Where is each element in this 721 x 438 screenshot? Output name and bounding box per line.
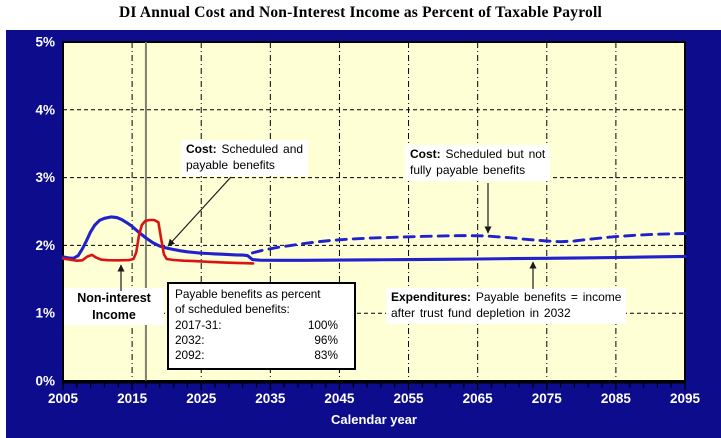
y-tick-label: 1%	[35, 306, 55, 321]
label-cost-payable-bold: Cost:	[186, 142, 217, 156]
series-line-1	[250, 232, 687, 255]
payable-benefits-row: 2017-31: 100%	[175, 318, 338, 333]
x-tick-label: 2005	[48, 391, 79, 406]
payable-row-value: 100%	[307, 317, 338, 332]
label-expenditures: Expenditures: Payable benefits = income …	[386, 288, 627, 324]
x-tick-label: 2065	[463, 391, 494, 406]
label-cost-scheduled-text: Scheduled but not fully payable benefits	[410, 147, 546, 177]
label-expenditures-bold: Expenditures:	[391, 290, 472, 304]
y-tick-label: 0%	[35, 374, 55, 389]
x-tick-label: 2015	[117, 391, 148, 406]
payable-benefits-table: Payable benefits as percent of scheduled…	[167, 282, 356, 370]
label-cost-payable-text: Scheduled and payable benefits	[186, 142, 304, 172]
payable-benefits-header: Payable benefits as percent of scheduled…	[175, 287, 321, 317]
series-line-2	[61, 218, 255, 265]
label-non-interest-income: Non-interest Income	[64, 288, 164, 325]
y-tick-label: 2%	[35, 238, 55, 253]
plot-background	[62, 41, 686, 382]
x-tick-label: 2075	[532, 391, 563, 406]
x-axis-title: Calendar year	[331, 412, 417, 427]
series-line-0	[61, 215, 687, 262]
x-tick-label: 2045	[324, 391, 355, 406]
label-cost-scheduled-bold: Cost:	[410, 147, 441, 161]
x-tick-label: 2095	[670, 391, 701, 406]
label-expenditures-text: Payable benefits = income after trust fu…	[391, 290, 622, 320]
payable-row-label: 2017-31:	[175, 317, 222, 332]
x-tick-label: 2035	[255, 391, 286, 406]
payable-row-label: 2032:	[175, 332, 205, 347]
label-cost-scheduled-not-payable: Cost: Scheduled but not fully payable be…	[405, 145, 551, 181]
payable-benefits-row: 2032: 96%	[175, 333, 338, 348]
y-tick-label: 4%	[35, 102, 55, 117]
payable-row-value: 83%	[314, 348, 338, 363]
y-tick-label: 5%	[35, 35, 55, 50]
payable-row-label: 2092:	[175, 348, 205, 363]
y-tick-label: 3%	[35, 170, 55, 185]
x-tick-label: 2025	[186, 391, 217, 406]
payable-benefits-row: 2092: 83%	[175, 348, 338, 363]
x-tick-label: 2055	[394, 391, 425, 406]
chart-title: DI Annual Cost and Non-Interest Income a…	[119, 4, 602, 21]
payable-row-value: 96%	[314, 332, 338, 347]
x-tick-label: 2085	[601, 391, 632, 406]
label-cost-scheduled-and-payable: Cost: Scheduled and payable benefits	[181, 140, 309, 176]
